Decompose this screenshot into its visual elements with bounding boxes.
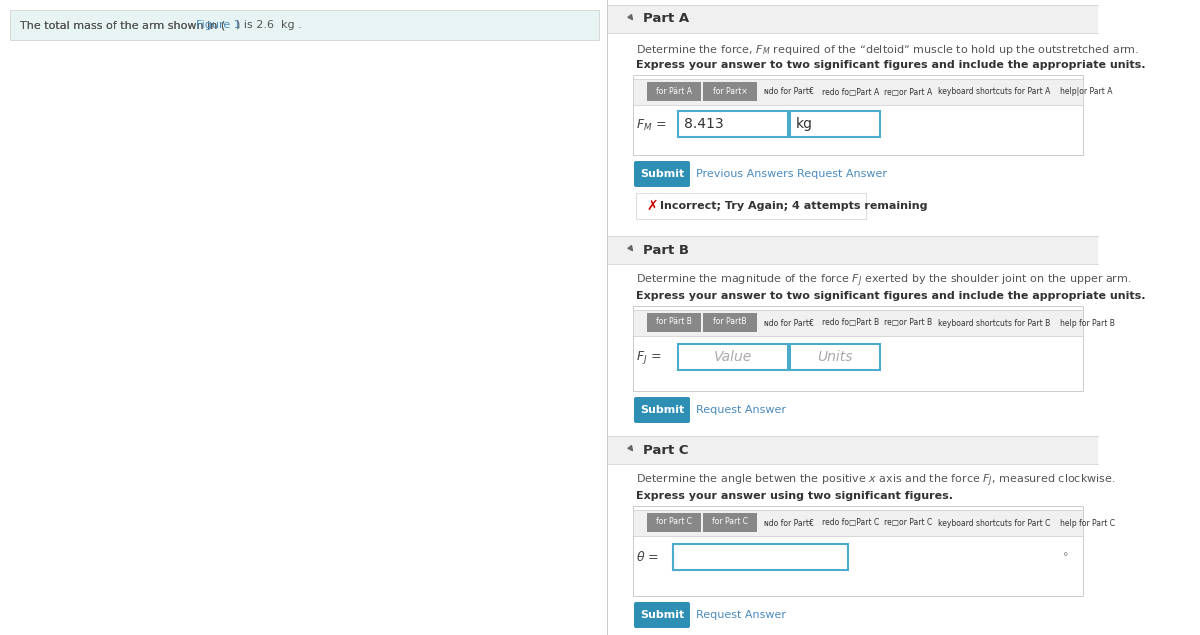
Text: for Part×: for Part× [713,86,748,95]
Text: $F_{M}$ =: $F_{M}$ = [636,117,666,133]
Text: help for Part C: help for Part C [1060,519,1115,528]
Text: re□or Part C: re□or Part C [884,519,932,528]
Text: Determine the magnitude of the force $F_J$ exerted by the shoulder joint on the : Determine the magnitude of the force $F_… [636,273,1132,289]
Text: Determine the angle betwen the positive $x$ axis and the force $F_J$, measured c: Determine the angle betwen the positive … [636,473,1116,489]
FancyBboxPatch shape [790,344,880,370]
Text: Request Answer: Request Answer [696,405,786,415]
Text: re□or Part B: re□or Part B [884,319,932,328]
Text: kg: kg [796,117,814,131]
FancyBboxPatch shape [634,397,690,423]
Text: redo fo□Part B: redo fo□Part B [822,319,880,328]
FancyBboxPatch shape [647,313,701,332]
Text: keyboard shortcuts for Part A: keyboard shortcuts for Part A [938,88,1050,97]
Text: for Pärt B: for Pärt B [656,318,692,326]
Text: Value: Value [714,350,752,364]
FancyBboxPatch shape [703,313,757,332]
Text: redo fo□Part A: redo fo□Part A [822,88,880,97]
FancyBboxPatch shape [634,79,1084,105]
Text: Units: Units [817,350,853,364]
Text: Previous Answers: Previous Answers [696,169,793,179]
Text: The total mass of the arm shown in (: The total mass of the arm shown in ( [20,20,226,30]
Text: Request Answer: Request Answer [696,610,786,620]
FancyBboxPatch shape [636,193,866,219]
Text: Part A: Part A [643,13,689,25]
Text: ✗: ✗ [646,199,658,213]
Text: re□or Part A: re□or Part A [884,88,932,97]
FancyBboxPatch shape [608,236,1098,264]
Text: help for Part B: help for Part B [1060,319,1115,328]
FancyBboxPatch shape [10,10,599,40]
Text: Determine the force, $F_M$ required of the “deltoid” muscle to hold up the outst: Determine the force, $F_M$ required of t… [636,43,1139,57]
Text: for PartB: for PartB [713,318,746,326]
FancyBboxPatch shape [634,161,690,187]
Text: redo fo□Part C: redo fo□Part C [822,519,880,528]
Text: for Part C: for Part C [656,518,692,526]
Text: The total mass of the arm shown in (: The total mass of the arm shown in ( [20,20,226,30]
Text: 8.413: 8.413 [684,117,724,131]
FancyBboxPatch shape [703,82,757,101]
Text: keyboard shortcuts for Part C: keyboard shortcuts for Part C [938,519,1050,528]
FancyBboxPatch shape [608,436,1098,464]
FancyBboxPatch shape [608,5,1098,33]
Text: Express your answer using two significant figures.: Express your answer using two significan… [636,491,953,501]
Text: ) is 2.6  kg .: ) is 2.6 kg . [235,20,301,30]
Text: Express your answer to two significant figures and include the appropriate units: Express your answer to two significant f… [636,60,1146,70]
Text: ɴdo for Part€: ɴdo for Part€ [764,519,814,528]
Text: Request Answer: Request Answer [797,169,887,179]
Text: keyboard shortcuts for Part B: keyboard shortcuts for Part B [938,319,1050,328]
FancyBboxPatch shape [790,111,880,137]
Text: help|or Part A: help|or Part A [1060,88,1112,97]
FancyBboxPatch shape [678,111,788,137]
Text: Submit: Submit [640,610,684,620]
Text: $\theta$ =: $\theta$ = [636,550,659,564]
Text: Incorrect; Try Again; 4 attempts remaining: Incorrect; Try Again; 4 attempts remaini… [660,201,928,211]
Text: ɴdo for Part€: ɴdo for Part€ [764,319,814,328]
FancyBboxPatch shape [673,544,848,570]
FancyBboxPatch shape [634,306,1084,391]
FancyBboxPatch shape [678,344,788,370]
Text: for Part C: for Part C [712,518,748,526]
FancyBboxPatch shape [647,513,701,532]
Text: Submit: Submit [640,405,684,415]
Text: for Pärt A: for Pärt A [656,86,692,95]
Text: ɴdo for Part€: ɴdo for Part€ [764,88,814,97]
FancyBboxPatch shape [634,510,1084,536]
FancyBboxPatch shape [634,310,1084,336]
Text: Part B: Part B [643,243,689,257]
FancyBboxPatch shape [634,602,690,628]
FancyBboxPatch shape [634,75,1084,155]
FancyBboxPatch shape [647,82,701,101]
FancyBboxPatch shape [608,0,1200,635]
FancyBboxPatch shape [703,513,757,532]
Text: Figure 1: Figure 1 [197,20,241,30]
FancyBboxPatch shape [634,506,1084,596]
Text: $F_{J}$ =: $F_{J}$ = [636,349,661,366]
Text: °: ° [1063,552,1068,562]
Text: Submit: Submit [640,169,684,179]
Text: Part C: Part C [643,443,689,457]
Text: Express your answer to two significant figures and include the appropriate units: Express your answer to two significant f… [636,291,1146,301]
